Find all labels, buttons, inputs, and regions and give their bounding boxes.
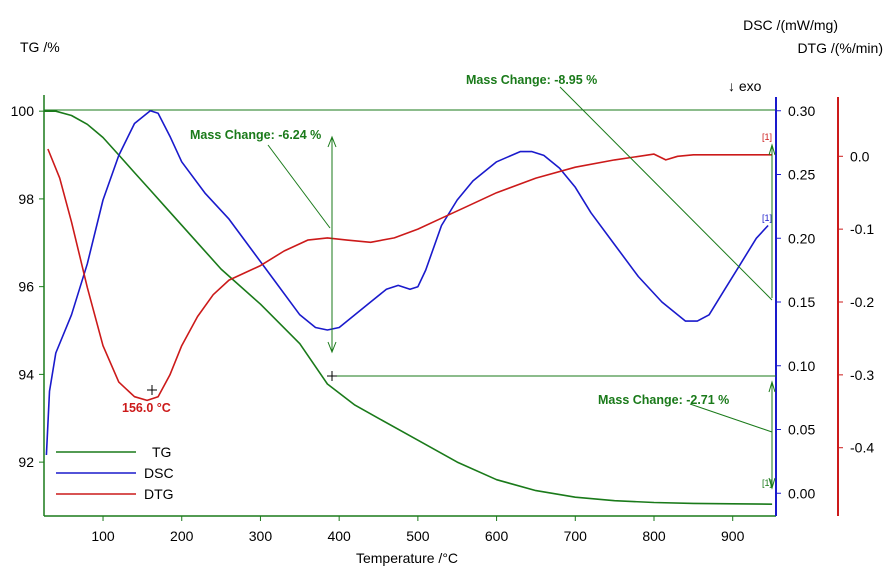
tg-tick-label: 96 [18, 279, 34, 295]
dsc-axis-title: DSC /(mW/mg) [743, 17, 838, 33]
dtg-axis-title: DTG /(%/min) [797, 40, 883, 56]
dsc-tick-label: 0.15 [788, 294, 815, 310]
x-tick-label: 800 [642, 528, 666, 544]
dsc-tick-label: 0.20 [788, 230, 815, 246]
dtg-end-marker: [1] [762, 132, 772, 142]
x-tick-label: 100 [91, 528, 115, 544]
dtg-tick-label: -0.2 [850, 294, 874, 310]
dsc-tick-label: 0.25 [788, 167, 815, 183]
tg-curve [44, 110, 773, 505]
mass-change-2-leader [559, 86, 773, 301]
x-tick-label: 600 [485, 528, 509, 544]
dtg-tick-label: -0.1 [850, 221, 874, 237]
legend-dtg-label: DTG [144, 486, 174, 502]
mass-change-1-leader [267, 144, 331, 229]
mass-change-2-label: Mass Change: -8.95 % [466, 73, 597, 87]
tg-tick-label: 100 [11, 103, 35, 119]
dsc-end-marker: [1] [762, 213, 772, 223]
dsc-curve [45, 110, 769, 456]
tg-axis-title: TG /% [20, 39, 60, 55]
dtg-curve [47, 148, 773, 402]
x-tick-label: 300 [249, 528, 273, 544]
mass-change-1-arrowhead-bottom [327, 341, 337, 354]
mass-change-3-arrowhead-top [768, 380, 776, 393]
exo-label: ↓ exo [728, 78, 762, 94]
dtg-tick-label: 0.0 [850, 148, 870, 164]
dsc-tick-label: 0.00 [788, 485, 815, 501]
x-tick-label: 200 [170, 528, 194, 544]
x-axis-title: Temperature /°C [356, 550, 458, 566]
annotation-guides [267, 86, 776, 490]
tg-level-marker [327, 371, 337, 381]
tg-tick-label: 94 [18, 366, 34, 382]
dtg-tick-label: -0.3 [850, 367, 874, 383]
mass-change-3-leader [689, 403, 773, 433]
dsc-tick-label: 0.30 [788, 103, 815, 119]
x-tick-label: 400 [327, 528, 351, 544]
legend-tg-label: TG [152, 444, 171, 460]
tg-tick-label: 98 [18, 191, 34, 207]
legend-dsc-label: DSC [144, 465, 174, 481]
dsc-tick-label: 0.10 [788, 358, 815, 374]
x-tick-label: 900 [721, 528, 745, 544]
mass-change-1-label: Mass Change: -6.24 % [190, 128, 321, 142]
tg-end-marker: [1] [762, 478, 772, 488]
dtg-tick-label: -0.4 [850, 440, 874, 456]
mass-change-3-arrowhead-bottom [768, 477, 776, 490]
x-tick-label: 700 [564, 528, 588, 544]
mass-change-1-arrowhead-top [327, 135, 337, 148]
dtg-peak-marker [147, 385, 157, 395]
x-tick-label: 500 [406, 528, 430, 544]
legend: TG DSC DTG [56, 444, 174, 502]
tg-tick-label: 92 [18, 454, 34, 470]
dtg-peak-label: 156.0 °C [122, 401, 171, 415]
mass-change-2-arrowhead-top [768, 143, 776, 156]
dsc-tick-label: 0.05 [788, 422, 815, 438]
mass-change-3-label: Mass Change: -2.71 % [598, 393, 729, 407]
